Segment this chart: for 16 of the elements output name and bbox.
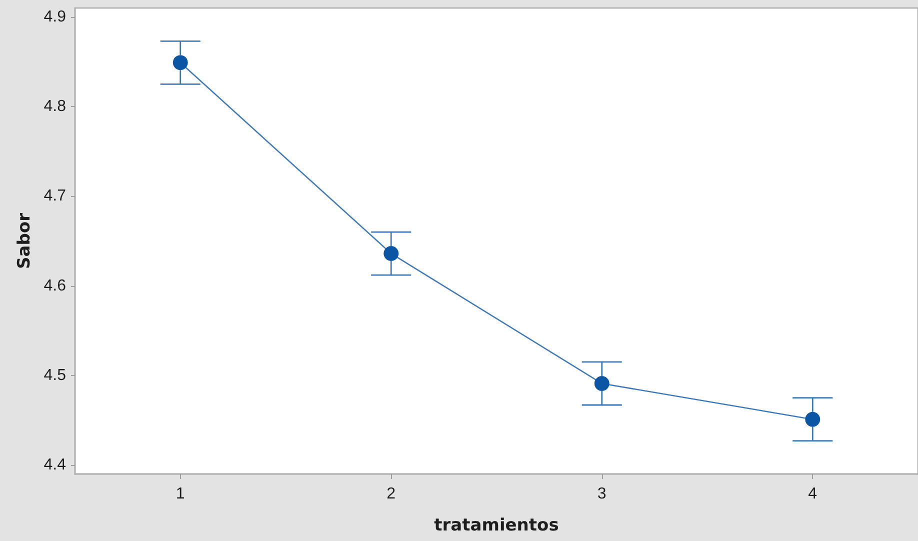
y-tick-label: 4.6 <box>44 277 66 294</box>
x-tick-label: 1 <box>176 486 185 502</box>
point <box>172 55 188 70</box>
x-tick-label: 4 <box>808 486 818 502</box>
point <box>594 376 610 391</box>
y-tick-label: 4.4 <box>44 456 66 474</box>
y-axis-title: Sabor <box>14 212 34 269</box>
point <box>805 412 820 427</box>
y-tick-label: 4.7 <box>44 188 66 205</box>
y-tick-label: 4.5 <box>44 366 66 384</box>
y-tick-label: 4.9 <box>44 8 66 26</box>
point <box>384 246 399 262</box>
y-tick-label: 4.8 <box>44 98 66 116</box>
x-tick-label: 3 <box>597 486 606 502</box>
x-axis-title: tratamientos <box>434 516 559 536</box>
x-tick-label: 2 <box>386 486 396 502</box>
